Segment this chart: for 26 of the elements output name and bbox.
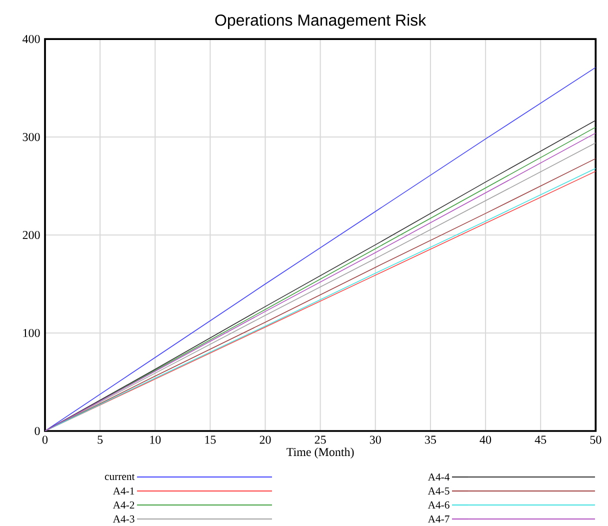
- x-tick-label: 10: [150, 436, 161, 444]
- x-axis-title: Time (Month): [286, 448, 354, 459]
- x-tick-label: 30: [370, 436, 381, 444]
- y-tick-label: 100: [23, 328, 40, 338]
- legend-label: A4-5: [428, 487, 450, 495]
- y-tick-label: 400: [22, 34, 40, 44]
- x-tick-label: 35: [425, 436, 436, 444]
- x-tick-label: 15: [205, 436, 216, 444]
- y-tick-label: 200: [22, 230, 40, 240]
- legend-label: A4-7: [428, 515, 450, 523]
- y-tick-label: 0: [34, 426, 40, 436]
- legend-label: A4-6: [428, 501, 450, 509]
- x-tick-label: 0: [42, 436, 48, 444]
- legend-label: A4-4: [428, 473, 450, 481]
- x-tick-label: 25: [314, 436, 326, 444]
- y-tick-label: 300: [22, 132, 40, 142]
- x-tick-label: 5: [98, 436, 103, 444]
- x-tick-label: 50: [590, 436, 602, 444]
- chart-title: Operations Management Risk: [215, 14, 426, 29]
- x-tick-label: 20: [260, 436, 271, 444]
- x-tick-label: 40: [480, 436, 492, 444]
- legend-label: current: [104, 474, 135, 480]
- legend-label: A4-3: [112, 515, 134, 523]
- legend-label: A4-2: [112, 501, 134, 509]
- x-tick-label: 45: [534, 436, 546, 444]
- legend-label: A4-1: [112, 487, 134, 495]
